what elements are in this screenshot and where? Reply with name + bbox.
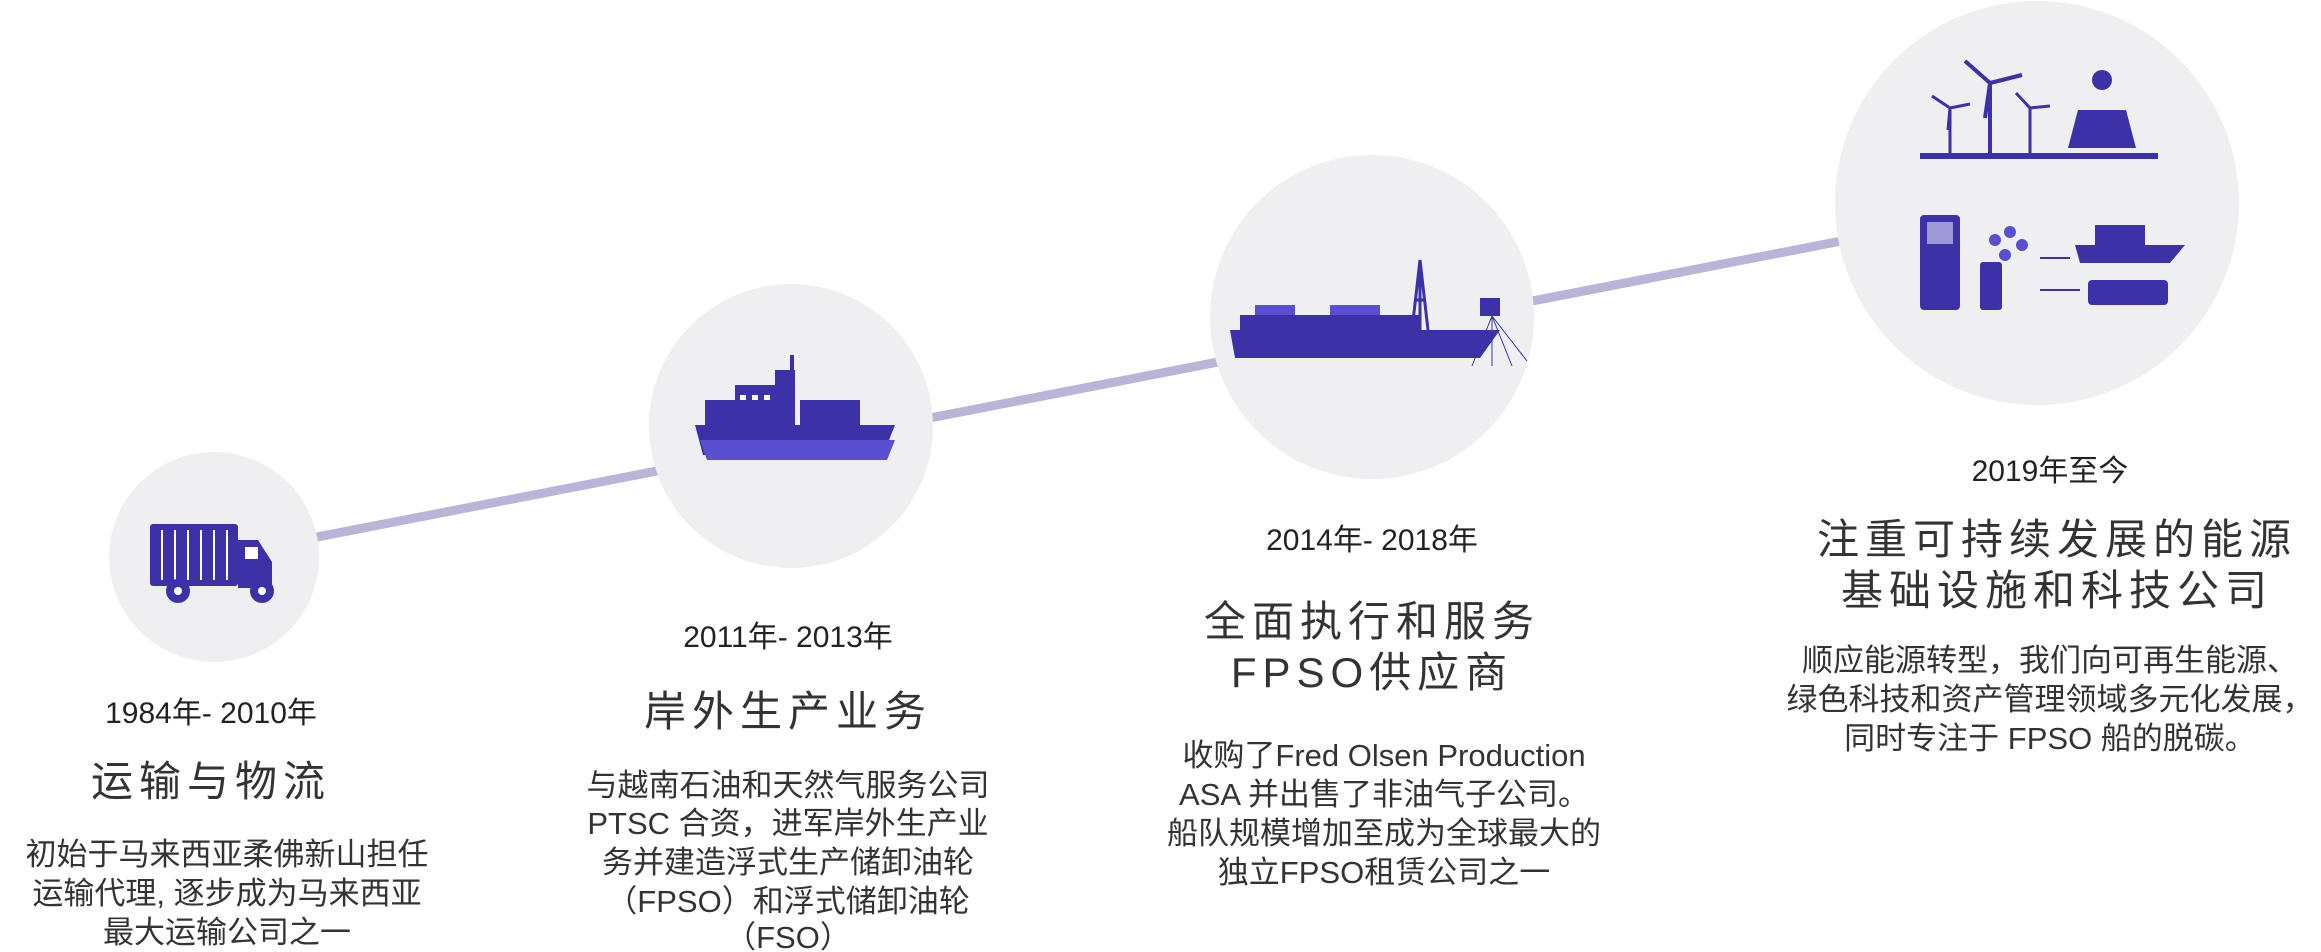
milestone-description: 船队规模增加至成为全球最大的 <box>1167 816 1601 851</box>
milestone-description: 绿色科技和资产管理领域多元化发展， <box>1787 682 2314 717</box>
milestone-description: 与越南石油和天然气服务公司 <box>587 768 990 803</box>
milestone-circle <box>1835 1 2239 405</box>
milestone-title: 岸外生产业务 <box>644 688 932 735</box>
milestone-description: ASA 并出售了非油气子公司。 <box>1179 777 1589 812</box>
milestone-description: 初始于马来西亚柔佛新山担任 <box>26 837 429 872</box>
milestone-description: 务并建造浮式生产储卸油轮 <box>602 845 974 880</box>
milestone-description: 收购了Fred Olsen Production <box>1182 738 1585 773</box>
milestone-description: 顺应能源转型，我们向可再生能源、 <box>1802 643 2298 678</box>
milestone-description: 独立FPSO租赁公司之一 <box>1218 855 1550 890</box>
milestone-period: 2014年- 2018年 <box>1266 524 1478 557</box>
milestone-title: 基础设施和科技公司 <box>1841 567 2273 614</box>
milestone-description: （FPSO）和浮式储卸油轮 <box>606 884 969 919</box>
timeline-line <box>214 203 2037 557</box>
milestone-description: 同时专注于 FPSO 船的脱碳。 <box>1844 721 2256 756</box>
milestone-title: 注重可持续发展的能源 <box>1817 516 2297 563</box>
milestone-title: FPSO供应商 <box>1231 649 1513 696</box>
timeline: 1984年- 2010年 运输与物流 初始于马来西亚柔佛新山担任 运输代理, 逐… <box>0 0 2321 952</box>
milestone-period: 2011年- 2013年 <box>683 621 893 654</box>
milestone-title: 运输与物流 <box>91 758 331 805</box>
milestone-description: PTSC 合资，进军岸外生产业 <box>587 806 988 841</box>
milestone-description: 最大运输公司之一 <box>103 915 351 950</box>
milestone-period: 1984年- 2010年 <box>105 697 317 730</box>
milestone-description: 运输代理, 逐步成为马来西亚 <box>32 876 421 911</box>
milestone-title: 全面执行和服务 <box>1204 598 1540 645</box>
milestone-period: 2019年至今 <box>1972 455 2129 488</box>
milestone-description: （FSO） <box>725 920 851 952</box>
